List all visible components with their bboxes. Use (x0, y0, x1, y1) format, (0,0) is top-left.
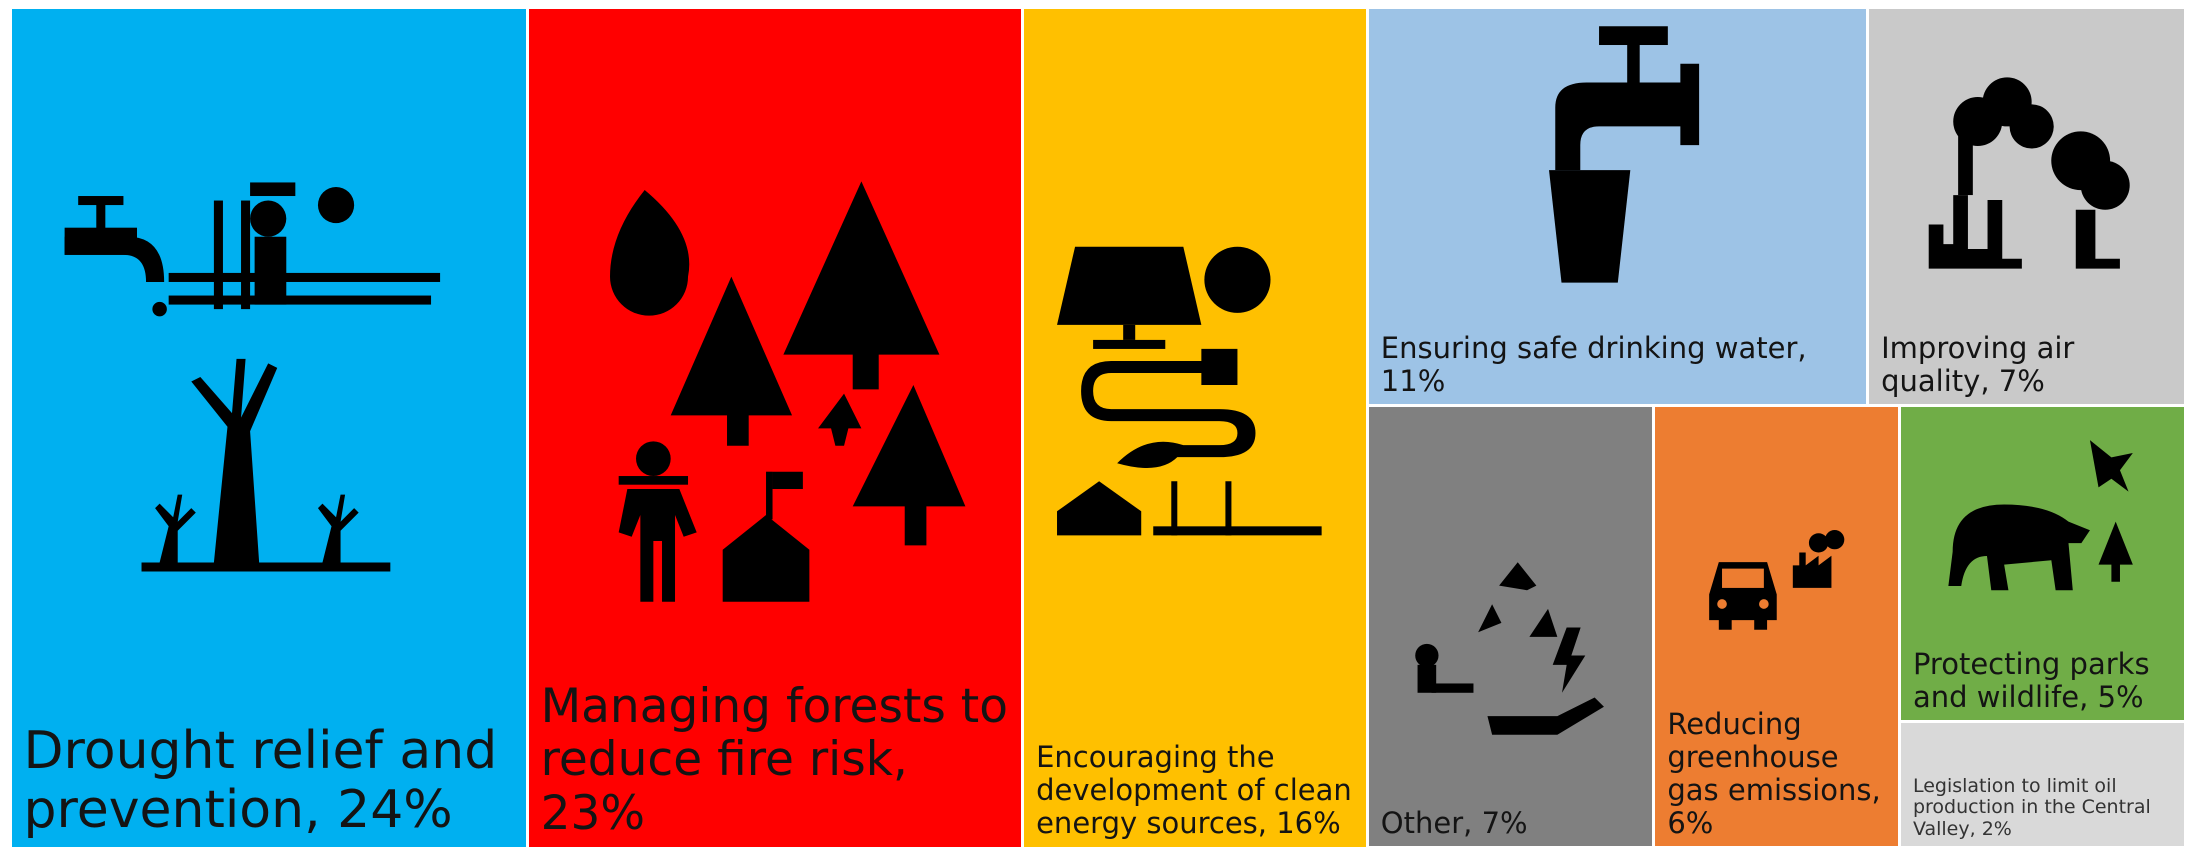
treemap-tile: Reducing greenhouse gas emissions, 6% (1655, 406, 1898, 847)
tile-label: Drought relief and prevention, 24% (23, 720, 498, 841)
icon (1548, 26, 1699, 284)
icon (1709, 529, 1845, 630)
tile-label: Encouraging the development of clean ene… (1036, 740, 1352, 841)
treemap-tile: Legislation to limit oil production in t… (1900, 723, 2185, 847)
tile-label: Reducing greenhouse gas emissions, 6% (1667, 707, 1881, 841)
treemap-tile: Ensuring safe drinking water, 11% (1368, 8, 1867, 404)
icon (1928, 77, 2130, 269)
icon (1056, 246, 1322, 536)
tile-label: Ensuring safe drinking water, 11% (1380, 330, 1807, 398)
tile-label: Improving air quality, 7% (1881, 330, 2075, 398)
tile-label: Protecting parks and wildlife, 5% (1912, 646, 2150, 714)
icon (1415, 562, 1604, 735)
treemap-tile: Protecting parks and wildlife, 5% (1900, 406, 2185, 721)
treemap-tile: Managing forests to reduce fire risk, 23… (528, 8, 1022, 847)
tile-label: Legislation to limit oil production in t… (1912, 774, 2151, 840)
treemap-tile: Improving air quality, 7% (1869, 8, 2185, 404)
icon (64, 182, 441, 572)
treemap-tile: Drought relief and prevention, 24% (11, 8, 526, 847)
tile-label: Other, 7% (1380, 806, 1528, 841)
tile-label: Managing forests to reduce fire risk, 23… (540, 678, 1008, 841)
treemap-tile: Encouraging the development of clean ene… (1024, 8, 1366, 847)
treemap-tile: Other, 7% (1368, 406, 1653, 847)
icon (1948, 439, 2133, 590)
icon (610, 181, 966, 602)
